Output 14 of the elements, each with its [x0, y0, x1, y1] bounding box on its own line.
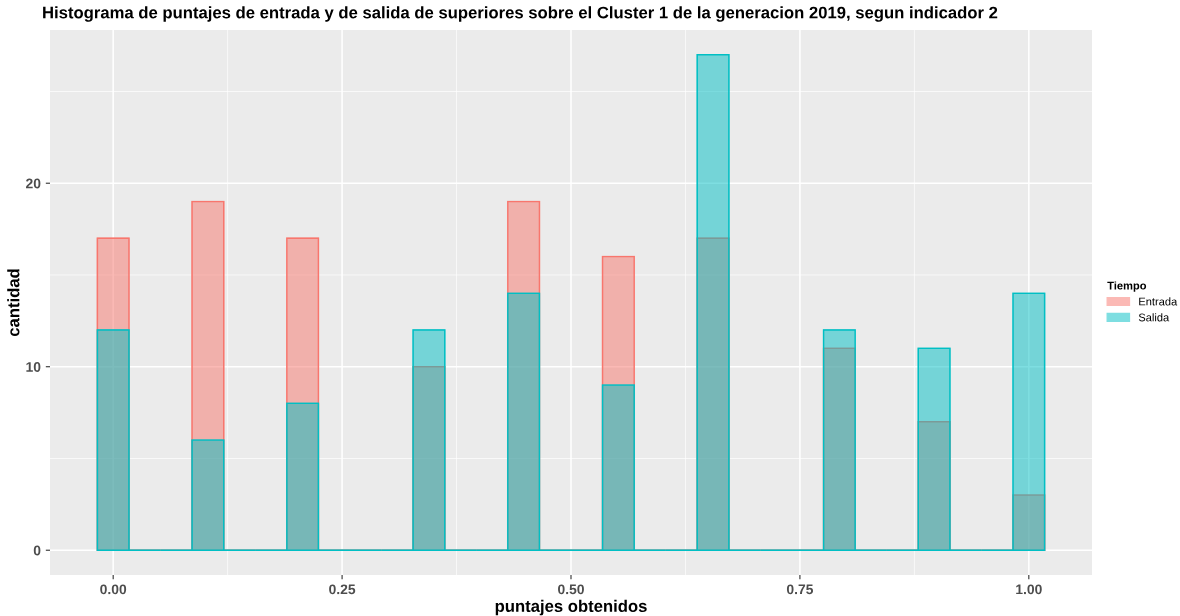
y-tick-label: 10: [26, 362, 41, 372]
legend-label: Entrada: [1139, 297, 1178, 306]
y-tick-label: 0: [33, 545, 41, 556]
x-tick-label: 0.75: [786, 584, 814, 595]
legend-label: Salida: [1138, 313, 1170, 322]
x-tick-label: 1.00: [1016, 584, 1042, 595]
y-axis-title: cantidad: [7, 269, 20, 337]
x-tick-label: 0.25: [329, 584, 356, 595]
x-tick-label: 0.00: [100, 584, 127, 595]
legend-title: Tiempo: [1107, 281, 1147, 292]
y-tick-label: 20: [26, 178, 41, 189]
x-tick-label: 0.50: [558, 584, 584, 595]
chart-title: Histograma de puntajes de entrada y de salida de superiores sobre el Cluster 1 de la generacion 2019, segun indicador 2: [43, 6, 998, 22]
x-axis-title: puntajes obtenidos: [495, 599, 647, 616]
